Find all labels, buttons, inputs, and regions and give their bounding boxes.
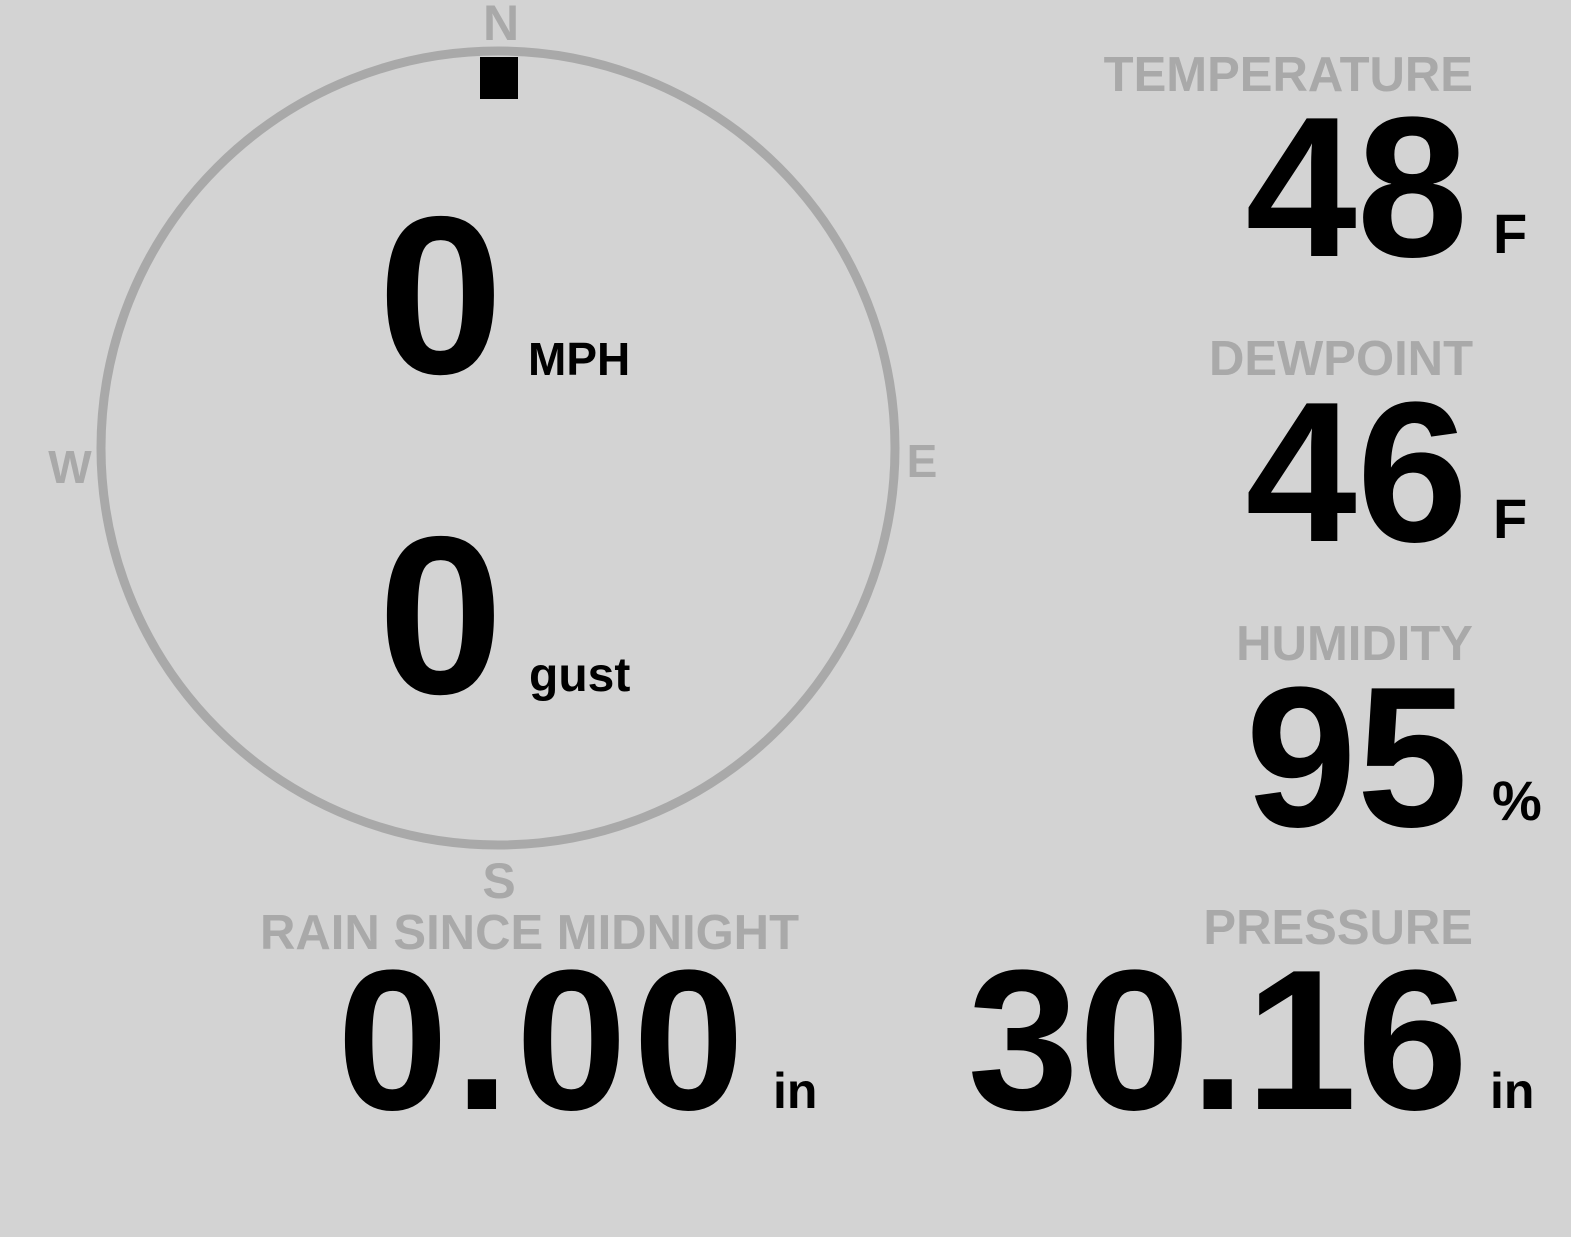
humidity-unit: % [1492, 769, 1542, 832]
compass-ring [96, 46, 900, 850]
compass-east-label: E [906, 435, 938, 487]
humidity-value: 95 [1245, 646, 1468, 869]
temperature-label: TEMPERATURE [1103, 48, 1473, 102]
pressure-label: PRESSURE [1203, 901, 1473, 955]
rain-value: 0.00 [337, 929, 751, 1152]
rain-label: RAIN SINCE MIDNIGHT [260, 906, 799, 960]
dewpoint-value: 46 [1245, 361, 1468, 584]
dewpoint-unit: F [1493, 487, 1528, 550]
pressure-value: 30.16 [967, 929, 1469, 1152]
wind-gust-value: 0 [378, 489, 504, 741]
wind-speed-unit: MPH [528, 333, 631, 385]
temperature-unit: F [1493, 202, 1528, 265]
pressure-unit: in [1490, 1063, 1535, 1119]
temperature-value: 48 [1245, 76, 1468, 299]
wind-speed-value: 0 [378, 169, 504, 421]
rain-unit: in [773, 1063, 818, 1119]
humidity-label: HUMIDITY [1236, 617, 1473, 671]
compass-west-label: W [48, 441, 92, 493]
compass-south-label: S [482, 853, 516, 909]
wind-gust-unit: gust [529, 649, 631, 702]
dewpoint-label: DEWPOINT [1208, 332, 1473, 386]
compass-north-label: N [482, 0, 520, 51]
wind-direction-indicator [480, 57, 518, 99]
